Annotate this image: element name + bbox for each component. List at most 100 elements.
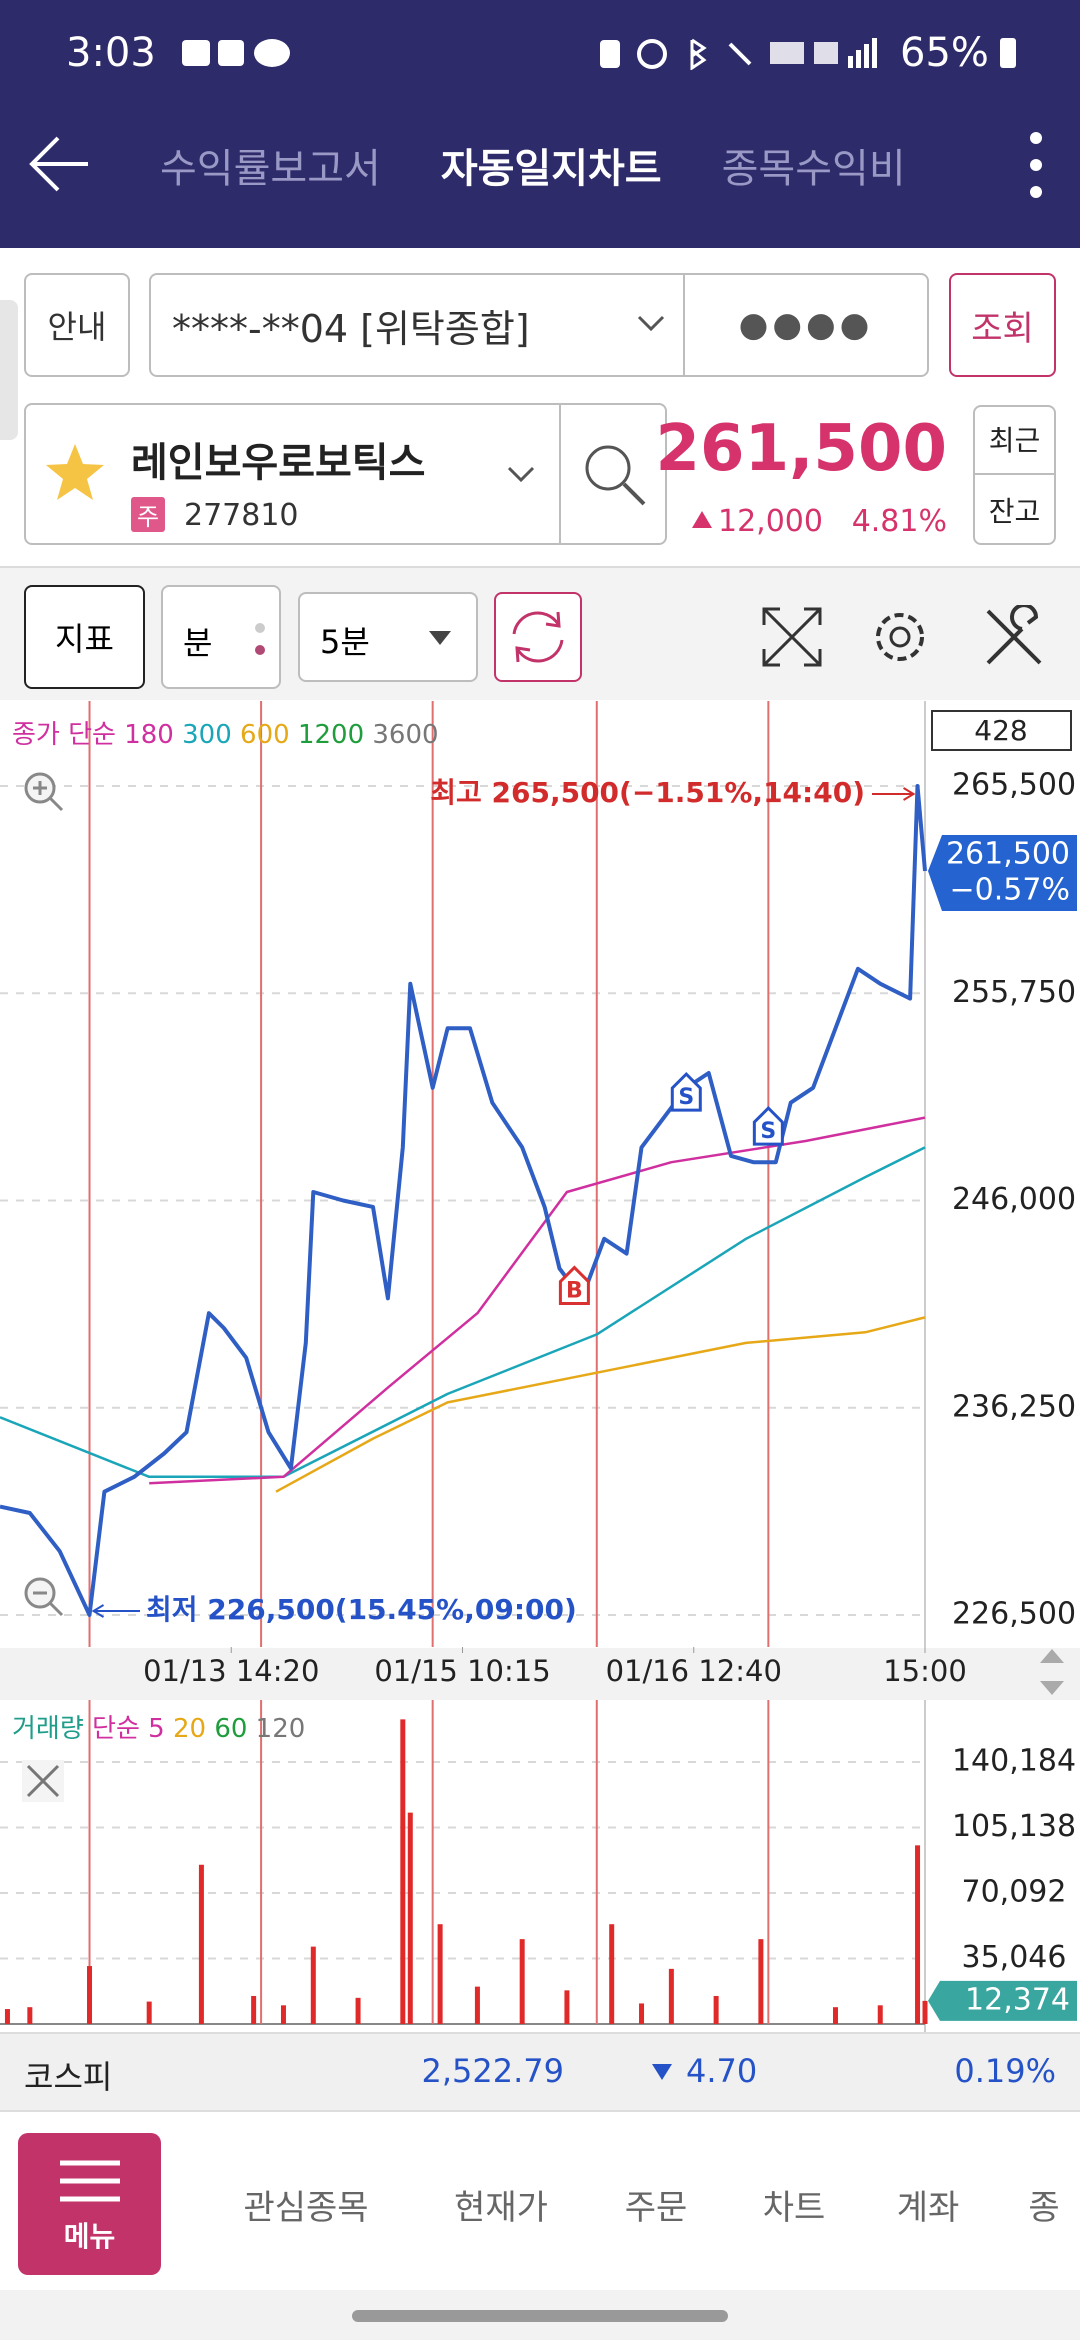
volume-bar bbox=[832, 2007, 838, 2024]
volume-bar bbox=[4, 2009, 10, 2024]
close-icon bbox=[26, 1764, 60, 1798]
tools-button[interactable] bbox=[982, 603, 1046, 669]
volume-chart: 35,046 70,092 105,138 140,184 거래량 단순 5 20 60… bbox=[0, 1700, 1077, 2032]
legend-label: 거래량 bbox=[12, 1714, 84, 1744]
divider bbox=[559, 405, 561, 543]
down-arrow bbox=[650, 2062, 674, 2082]
low-annotation: 최저 226,500(15.45%,09:00) bbox=[146, 1593, 577, 1626]
nav-item[interactable]: 종 bbox=[1028, 2188, 1060, 2228]
recent-button[interactable]: 최근 bbox=[973, 405, 1056, 475]
search-button[interactable] bbox=[580, 440, 650, 510]
volume-bar bbox=[146, 2001, 152, 2024]
volume-bar bbox=[400, 1719, 406, 2024]
legend-entry: 600 bbox=[240, 720, 290, 750]
stock-change: 12,000 bbox=[718, 504, 823, 539]
nav-item[interactable]: 주문 bbox=[624, 2188, 688, 2228]
price-chart: 226,500 236,250 246,000 255,750 265,500 01/13… bbox=[0, 701, 1080, 1700]
y-tick-label: 105,138 bbox=[952, 1809, 1076, 1844]
volume-bar bbox=[198, 1864, 204, 2024]
volume-bar bbox=[474, 1986, 480, 2024]
y-tick-label: 255,750 bbox=[952, 975, 1076, 1010]
fullscreen-button[interactable] bbox=[760, 605, 824, 669]
more-button[interactable] bbox=[1030, 130, 1042, 200]
y-tick-label: 70,092 bbox=[962, 1875, 1067, 1910]
last-change-label: −0.57% bbox=[950, 873, 1070, 908]
stock-price: 261,500 bbox=[655, 412, 948, 486]
caret bbox=[429, 631, 451, 645]
volume-bar bbox=[877, 2005, 883, 2024]
nav-items: 관심종목 현재가 주문 차트 계좌 종 bbox=[0, 2180, 1080, 2230]
nav-item[interactable]: 계좌 bbox=[896, 2188, 960, 2228]
volume-bar bbox=[609, 1924, 615, 2024]
settings-button[interactable] bbox=[868, 605, 932, 669]
y-tick-label: 246,000 bbox=[952, 1182, 1076, 1217]
tab[interactable]: 수익률보고서 bbox=[160, 146, 381, 192]
favorite-star[interactable] bbox=[44, 442, 106, 502]
legend: 종가 단순 180 300 600 1200 3600 bbox=[12, 720, 439, 750]
balance-button[interactable]: 잔고 bbox=[988, 495, 1041, 528]
series-line bbox=[0, 1146, 926, 1479]
x-tick-label: 01/15 10:15 bbox=[374, 1654, 550, 1688]
high-arrow bbox=[872, 787, 916, 801]
volume-bar bbox=[280, 2005, 286, 2024]
legend-method: 단순 bbox=[92, 1714, 140, 1744]
signal-marker bbox=[670, 1071, 702, 1112]
status-icons bbox=[180, 36, 290, 70]
legend-entry: 1200 bbox=[298, 720, 364, 750]
system-icons bbox=[600, 36, 880, 71]
volume-bar bbox=[564, 1990, 570, 2024]
index-value: 2,522.79 bbox=[421, 2052, 565, 2090]
x-tick-label: 01/16 12:40 bbox=[606, 1654, 782, 1688]
stock-name: 레인보우로보틱스 bbox=[131, 440, 426, 486]
tab[interactable]: 종목수익비 bbox=[721, 146, 906, 192]
signal-label: S bbox=[760, 1119, 776, 1144]
query-button[interactable]: 조회 bbox=[949, 273, 1056, 377]
y-tick-label: 226,500 bbox=[952, 1597, 1076, 1632]
volume-bar bbox=[251, 1995, 257, 2024]
nav-item[interactable]: 차트 bbox=[762, 2188, 826, 2228]
legend-method: 단순 bbox=[68, 720, 116, 750]
back-button[interactable] bbox=[28, 132, 92, 196]
home-indicator bbox=[352, 2310, 728, 2322]
account-number: ****-**04 [위탁종합] bbox=[172, 307, 530, 351]
side-handle[interactable] bbox=[0, 300, 18, 440]
account-field[interactable] bbox=[149, 273, 929, 377]
hamburger bbox=[60, 2160, 120, 2202]
password-field[interactable]: ●●●● bbox=[738, 305, 874, 345]
clock: 3:03 bbox=[66, 30, 156, 76]
volume-bar bbox=[922, 2000, 928, 2024]
y-tick-label: 265,500 bbox=[952, 768, 1076, 803]
series-line bbox=[275, 1316, 926, 1493]
refresh-button[interactable] bbox=[494, 592, 582, 682]
search-icon bbox=[585, 445, 646, 506]
volume-bar bbox=[310, 1946, 316, 2024]
y-tick-label: 140,184 bbox=[952, 1744, 1076, 1779]
indicator-button[interactable]: 지표 bbox=[24, 585, 145, 689]
last-volume-badge bbox=[928, 1980, 1077, 2021]
dots bbox=[255, 623, 265, 655]
minute-button[interactable] bbox=[161, 585, 281, 689]
nav-item[interactable]: 관심종목 bbox=[243, 2188, 369, 2228]
refresh-icon bbox=[512, 611, 564, 663]
gear-icon bbox=[876, 613, 924, 661]
last-volume-label: 12,374 bbox=[965, 1982, 1070, 2017]
system-icons-svg bbox=[600, 38, 877, 71]
volume-bar bbox=[668, 1968, 674, 2024]
volume-bar bbox=[713, 1995, 719, 2024]
interval-select[interactable] bbox=[298, 592, 478, 682]
guide-button[interactable]: 안내 bbox=[24, 273, 130, 377]
chevron bbox=[507, 466, 535, 483]
market-badge: 주 bbox=[131, 497, 165, 532]
tab[interactable]: 자동일지차트 bbox=[440, 146, 662, 192]
nav-item[interactable]: 현재가 bbox=[454, 2188, 548, 2228]
signal-label: S bbox=[678, 1085, 694, 1110]
legend-entry: 180 bbox=[124, 720, 174, 750]
more-dots bbox=[1030, 132, 1042, 198]
minute-dots bbox=[254, 620, 266, 660]
index-name: 코스피 bbox=[24, 2058, 113, 2096]
minute-label: 분 bbox=[183, 624, 213, 662]
stock-code: 277810 bbox=[184, 498, 299, 533]
count-box bbox=[931, 710, 1072, 751]
menu-button[interactable] bbox=[18, 2133, 161, 2275]
